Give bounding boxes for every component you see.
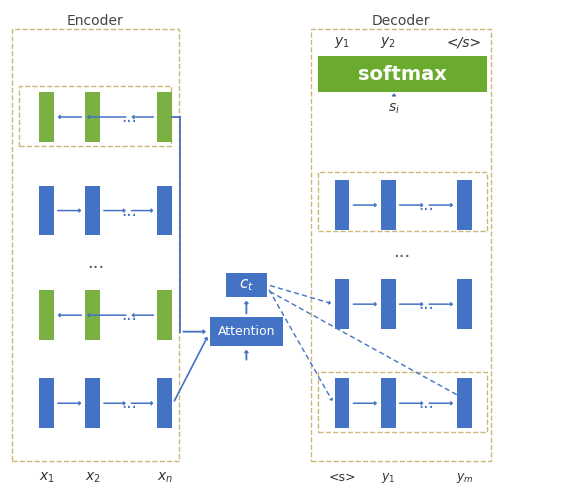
Bar <box>85 379 100 428</box>
Text: ...: ... <box>393 243 410 261</box>
Bar <box>335 280 349 329</box>
Bar <box>85 290 100 340</box>
Bar <box>11 29 179 461</box>
Bar <box>85 92 100 142</box>
Text: ...: ... <box>418 196 434 214</box>
Text: Decoder: Decoder <box>372 14 431 28</box>
Text: ...: ... <box>121 394 136 412</box>
Bar <box>39 379 54 428</box>
Bar <box>457 280 471 329</box>
Text: ...: ... <box>121 202 136 220</box>
Bar <box>335 379 349 428</box>
Bar <box>335 180 349 230</box>
Bar <box>457 180 471 230</box>
Bar <box>226 273 267 297</box>
Text: </s>: </s> <box>447 36 482 50</box>
Text: Attention: Attention <box>218 325 275 338</box>
Text: $y_2$: $y_2$ <box>380 35 396 50</box>
Text: ...: ... <box>121 306 136 324</box>
Bar <box>39 290 54 340</box>
Text: Encoder: Encoder <box>67 14 124 28</box>
Bar <box>318 372 487 432</box>
Bar <box>318 172 487 231</box>
Text: ...: ... <box>121 108 136 126</box>
Text: ...: ... <box>418 394 434 412</box>
Bar <box>157 379 172 428</box>
Bar <box>457 379 471 428</box>
Bar <box>381 379 396 428</box>
Bar <box>381 280 396 329</box>
Text: $x_2$: $x_2$ <box>85 470 101 485</box>
Text: $y_1$: $y_1$ <box>381 470 396 485</box>
Bar <box>381 180 396 230</box>
Text: $y_m$: $y_m$ <box>456 470 473 485</box>
Text: $x_n$: $x_n$ <box>157 470 173 485</box>
Text: $x_1$: $x_1$ <box>38 470 54 485</box>
Bar <box>157 290 172 340</box>
Text: $c_t$: $c_t$ <box>239 277 254 293</box>
Bar <box>85 186 100 235</box>
Bar <box>157 186 172 235</box>
Bar <box>210 317 283 346</box>
Bar <box>19 86 171 145</box>
Bar <box>39 186 54 235</box>
Text: ...: ... <box>418 295 434 313</box>
Text: $y_1$: $y_1$ <box>335 35 350 50</box>
Bar <box>39 92 54 142</box>
Bar <box>311 29 491 461</box>
Text: $s_i$: $s_i$ <box>388 102 400 116</box>
Bar <box>318 57 487 92</box>
Text: ...: ... <box>87 254 104 272</box>
Text: softmax: softmax <box>358 65 447 84</box>
Text: <s>: <s> <box>328 471 356 484</box>
Bar <box>157 92 172 142</box>
